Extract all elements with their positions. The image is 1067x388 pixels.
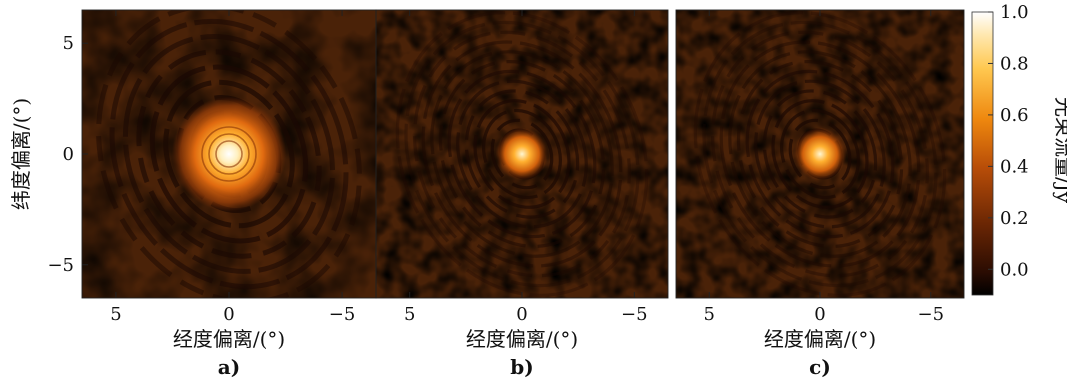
x-tick-label: 5 [404,304,415,325]
source-core [794,128,847,181]
x-axis-label: 经度偏离/(°) [173,327,285,351]
colorbar-tick-label: 0.2 [1000,208,1029,229]
x-tick-label: 0 [516,304,527,325]
heatmap-panel-b [352,0,692,337]
y-axis-label: 纬度偏离/(°) [9,98,33,210]
x-tick-label: −5 [621,304,648,325]
colorbar-tick-label: 1.0 [1000,2,1029,23]
source-core [172,97,286,211]
colorbar: 1.0 0.8 0.6 0.4 0.2 0.0 光束流量/Jy [972,2,1067,295]
colorbar-tick-label: 0.6 [1000,105,1029,126]
y-tick-label: 0 [63,144,74,165]
x-tick-label: 5 [704,304,715,325]
source-core [496,128,549,181]
panel-label: a) [218,355,240,379]
colorbar-label: 光束流量/Jy [1052,97,1067,204]
x-tick-label: −5 [329,304,356,325]
x-tick-label: 5 [110,304,121,325]
x-axis-label: 经度偏离/(°) [466,327,578,351]
colorbar-gradient [972,12,993,295]
x-tick-label: 0 [223,304,234,325]
colorbar-tick-label: 0.0 [1000,259,1029,280]
panel-label: c) [809,355,831,379]
heatmap-panel-c [650,0,990,337]
panel-label: b) [510,355,533,379]
y-tick-label: 5 [63,33,74,54]
x-tick-label: −5 [917,304,944,325]
colorbar-tick-label: 0.4 [1000,156,1029,177]
x-tick-label: 0 [814,304,825,325]
x-axis-label: 经度偏离/(°) [764,327,876,351]
colorbar-tick-label: 0.8 [1000,53,1029,74]
y-tick-label: −5 [47,255,74,276]
